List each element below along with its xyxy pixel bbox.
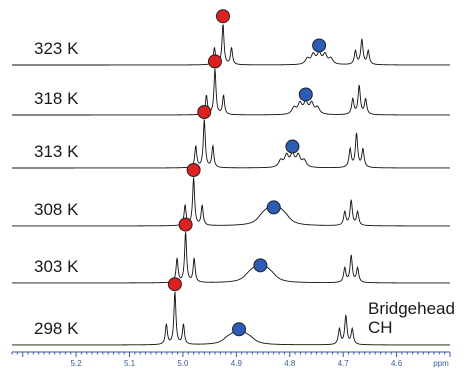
peak-markers — [167, 9, 327, 337]
spectrum-trace — [12, 177, 450, 227]
temperature-labels: 323 K 318 K 313 K 308 K 303 K 298 K — [34, 39, 79, 338]
temperature-label: 313 K — [34, 142, 79, 161]
red-peak-marker — [215, 9, 230, 24]
temperature-label: 323 K — [34, 39, 79, 58]
red-peak-marker — [167, 277, 182, 292]
red-peak-marker — [186, 163, 201, 177]
temperature-label: 308 K — [34, 200, 79, 219]
spectrum-trace — [12, 119, 450, 169]
x-tick-label: 4.8 — [284, 359, 296, 368]
x-tick-label: 4.6 — [391, 359, 403, 368]
annotation-line2: CH — [368, 318, 393, 337]
spectrum-trace — [12, 291, 450, 346]
blue-peak-marker — [298, 87, 313, 102]
blue-peak-marker — [253, 258, 268, 273]
spectra-traces — [12, 23, 450, 346]
blue-peak-marker — [312, 38, 327, 53]
x-tick-label: 4.9 — [231, 359, 243, 368]
blue-peak-marker — [285, 139, 300, 154]
x-tick-label: 5.0 — [177, 359, 189, 368]
blue-peak-marker — [232, 322, 247, 337]
temperature-label: 318 K — [34, 89, 79, 108]
red-peak-marker — [207, 54, 222, 69]
x-axis: 5.2 5.1 5.0 4.9 4.8 4.7 4.6 ppm — [11, 351, 451, 368]
temperature-label: 303 K — [34, 257, 79, 276]
red-peak-marker — [197, 105, 212, 119]
annotation-line1: Bridgehead — [368, 299, 455, 318]
red-peak-marker — [178, 217, 193, 232]
spectrum-trace — [12, 232, 450, 284]
spectrum-trace — [12, 23, 450, 66]
x-tick-label: 5.2 — [71, 359, 83, 368]
x-tick-label: 4.7 — [338, 359, 350, 368]
x-tick-label: 5.1 — [124, 359, 136, 368]
spectrum-trace — [12, 68, 450, 116]
x-axis-unit-label: ppm — [433, 359, 449, 368]
blue-peak-marker — [266, 200, 281, 215]
temperature-label: 298 K — [34, 319, 79, 338]
